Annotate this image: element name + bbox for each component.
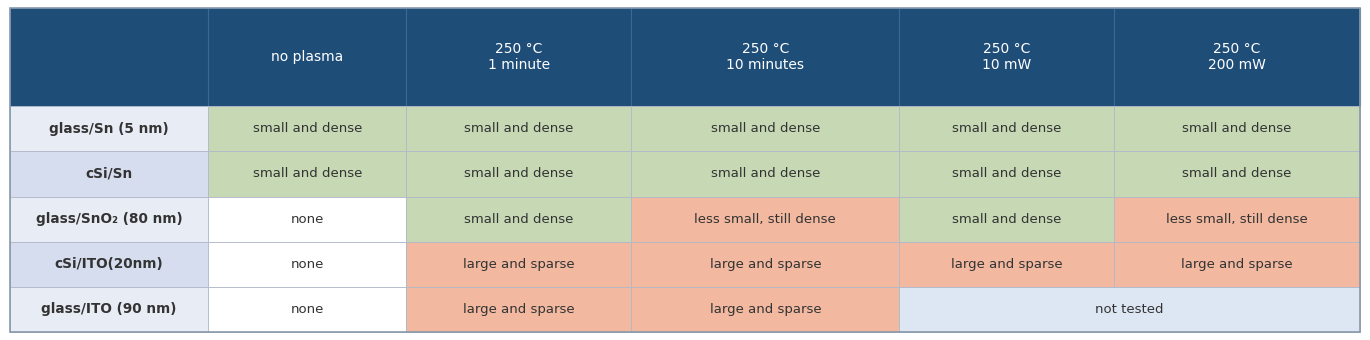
Bar [10, 287, 208, 332]
Bar [1114, 8, 1360, 106]
Bar [10, 151, 208, 197]
Bar [899, 8, 1114, 106]
Bar [899, 106, 1114, 151]
Bar [407, 8, 632, 106]
Text: none: none [290, 303, 325, 316]
Bar [10, 8, 1360, 106]
Text: small and dense: small and dense [1182, 122, 1292, 135]
Bar [632, 8, 899, 106]
Text: large and sparse: large and sparse [463, 303, 575, 316]
Text: glass/ITO (90 nm): glass/ITO (90 nm) [41, 302, 177, 317]
Text: large and sparse: large and sparse [1181, 258, 1293, 271]
Text: glass/Sn (5 nm): glass/Sn (5 nm) [49, 122, 169, 136]
Text: small and dense: small and dense [464, 212, 574, 226]
Bar [10, 106, 208, 151]
Text: small and dense: small and dense [464, 122, 574, 135]
Bar [632, 287, 899, 332]
Text: small and dense: small and dense [952, 122, 1062, 135]
Text: cSi/Sn: cSi/Sn [85, 167, 133, 181]
Bar [632, 151, 899, 197]
Bar [10, 197, 208, 242]
Text: none: none [290, 212, 325, 226]
Bar [1114, 106, 1360, 151]
Bar [208, 287, 407, 332]
Bar [632, 197, 899, 242]
Text: not tested: not tested [1096, 303, 1164, 316]
Bar [208, 242, 407, 287]
Bar [899, 242, 1114, 287]
Bar [208, 151, 407, 197]
Text: large and sparse: large and sparse [710, 303, 821, 316]
Bar [1114, 151, 1360, 197]
Text: small and dense: small and dense [1182, 167, 1292, 181]
Text: 250 °C
1 minute: 250 °C 1 minute [488, 42, 549, 72]
Text: small and dense: small and dense [952, 212, 1062, 226]
Text: 250 °C
10 minutes: 250 °C 10 minutes [726, 42, 804, 72]
Text: glass/SnO₂ (80 nm): glass/SnO₂ (80 nm) [36, 212, 182, 226]
Bar [208, 106, 407, 151]
Bar [407, 151, 632, 197]
Bar [407, 287, 632, 332]
Bar [632, 106, 899, 151]
Text: large and sparse: large and sparse [463, 258, 575, 271]
Text: large and sparse: large and sparse [710, 258, 821, 271]
Bar [1114, 242, 1360, 287]
Text: large and sparse: large and sparse [951, 258, 1062, 271]
Text: 250 °C
200 mW: 250 °C 200 mW [1208, 42, 1266, 72]
Text: cSi/ITO(20nm): cSi/ITO(20nm) [55, 257, 163, 271]
Bar [208, 8, 407, 106]
Bar [10, 242, 208, 287]
Text: less small, still dense: less small, still dense [695, 212, 836, 226]
Bar [208, 197, 407, 242]
Bar [632, 242, 899, 287]
Bar [899, 287, 1360, 332]
Text: small and dense: small and dense [252, 167, 362, 181]
Text: 250 °C
10 mW: 250 °C 10 mW [982, 42, 1032, 72]
Text: less small, still dense: less small, still dense [1166, 212, 1307, 226]
Bar [407, 197, 632, 242]
Bar [10, 8, 208, 106]
Bar [899, 197, 1114, 242]
Text: small and dense: small and dense [464, 167, 574, 181]
Text: small and dense: small and dense [952, 167, 1062, 181]
Text: small and dense: small and dense [252, 122, 362, 135]
Text: none: none [290, 258, 325, 271]
Bar [407, 106, 632, 151]
Bar [1114, 197, 1360, 242]
Text: small and dense: small and dense [711, 167, 821, 181]
Text: no plasma: no plasma [271, 50, 344, 64]
Text: small and dense: small and dense [711, 122, 821, 135]
Bar [407, 242, 632, 287]
Bar [899, 151, 1114, 197]
